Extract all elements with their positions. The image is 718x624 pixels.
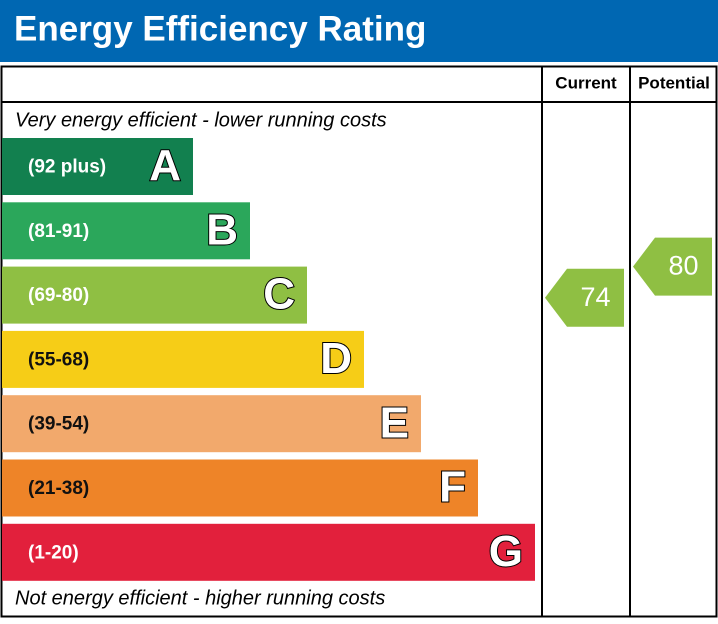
rating-value: 74 [580, 282, 610, 312]
current-header: Current [555, 73, 617, 92]
band-letter: A [149, 141, 181, 190]
band-range: (92 plus) [28, 157, 106, 178]
rating-arrow [633, 237, 712, 296]
band-range: (39-54) [28, 414, 89, 435]
band [2, 138, 193, 195]
band-letter: B [206, 205, 238, 254]
band [2, 202, 250, 260]
band-range: (55-68) [28, 349, 89, 370]
band-letter: E [380, 398, 409, 447]
bottom-note: Not energy efficient - higher running co… [15, 587, 385, 609]
band-letter: D [320, 334, 352, 383]
band [2, 523, 535, 581]
rating-value: 80 [668, 251, 698, 281]
band-range: (21-38) [28, 478, 89, 499]
band-letter: C [263, 270, 295, 319]
band [2, 266, 307, 324]
band-range: (69-80) [28, 285, 89, 306]
frame [0, 65, 718, 618]
potential-header: Potential [638, 73, 710, 92]
rating-arrow [545, 268, 624, 327]
band [2, 459, 478, 517]
band-range: (1-20) [28, 542, 79, 563]
title: Energy Efficiency Rating [14, 9, 426, 48]
band [2, 330, 364, 388]
band-letter: F [439, 463, 466, 512]
top-note: Very energy efficient - lower running co… [15, 109, 387, 131]
band [2, 395, 421, 453]
header-bar [0, 0, 718, 62]
band-range: (81-91) [28, 221, 89, 242]
band-letter: G [489, 527, 523, 576]
